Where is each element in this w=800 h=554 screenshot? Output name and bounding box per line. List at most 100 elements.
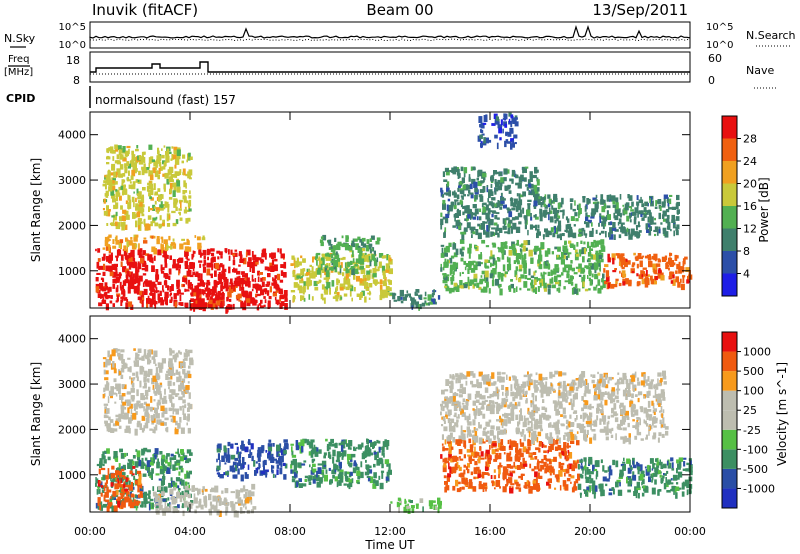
heatmap-cell-power (544, 209, 548, 216)
heatmap-cell-power (207, 281, 211, 286)
heatmap-cell-power (96, 261, 100, 269)
heatmap-cell-velocity (550, 459, 554, 462)
heatmap-cell-power (128, 207, 130, 210)
heatmap-cell-power (127, 301, 133, 307)
heatmap-cell-power (563, 245, 568, 252)
heatmap-cell-velocity (176, 492, 180, 498)
heatmap-cell-velocity (217, 443, 222, 451)
heatmap-cell-power (477, 223, 481, 227)
heatmap-cell-power (512, 140, 514, 146)
heatmap-cell-power (120, 222, 125, 227)
heatmap-cell-velocity (216, 497, 219, 502)
heatmap-cell-velocity (302, 438, 307, 444)
heatmap-cell-power (211, 296, 213, 300)
heatmap-cell-velocity (225, 471, 230, 476)
heatmap-cell-power (527, 277, 531, 280)
heatmap-cell-velocity (156, 503, 160, 506)
heatmap-cell-power (519, 244, 521, 248)
heatmap-cell-power (638, 199, 644, 204)
heatmap-cell-velocity (568, 474, 572, 477)
heatmap-cell-power (163, 145, 166, 148)
heatmap-cell-power (220, 300, 223, 307)
heatmap-cell-power (359, 252, 363, 256)
heatmap-cell-velocity (208, 508, 212, 513)
heatmap-cell-power (130, 304, 134, 310)
heatmap-cell-power (330, 260, 335, 263)
heatmap-cell-power (660, 222, 663, 225)
heatmap-cell-power (280, 301, 285, 306)
heatmap-cell-power (389, 257, 392, 262)
heatmap-cell-power (634, 231, 638, 237)
heatmap-cell-power (156, 155, 161, 163)
heatmap-cell-velocity (350, 459, 353, 462)
heatmap-cell-power (166, 148, 170, 154)
heatmap-cell-power (175, 219, 179, 225)
heatmap-cell-velocity (247, 464, 250, 470)
heatmap-cell-power (172, 238, 175, 242)
heatmap-cell-power (469, 260, 472, 267)
heatmap-cell-velocity (124, 452, 127, 458)
heatmap-cell-power (442, 266, 445, 271)
heatmap-cell-velocity (627, 482, 632, 487)
heatmap-cell-power (169, 171, 172, 175)
heatmap-cell-power (113, 171, 117, 178)
heatmap-cell-power (662, 210, 667, 217)
heatmap-cell-power (507, 184, 511, 188)
heatmap-cell-power (485, 212, 490, 220)
heatmap-cell-velocity (234, 465, 238, 472)
heatmap-cell-power (637, 221, 640, 228)
heatmap-cell-power (115, 196, 119, 202)
heatmap-cell-power (457, 222, 460, 226)
heatmap-cell-velocity (590, 423, 595, 426)
heatmap-cell-power (232, 259, 236, 266)
heatmap-cell-velocity (230, 454, 236, 460)
heatmap-cell-power (519, 209, 522, 215)
heatmap-cell-velocity (419, 498, 424, 503)
heatmap-cell-velocity (141, 457, 144, 462)
heatmap-cell-velocity (527, 420, 530, 426)
heatmap-cell-velocity (611, 377, 614, 380)
heatmap-cell-power (491, 123, 496, 126)
heatmap-cell-velocity (593, 468, 598, 471)
heatmap-cell-velocity (239, 451, 242, 454)
heatmap-cell-velocity (387, 469, 392, 475)
heatmap-cell-velocity (97, 487, 100, 490)
heatmap-cell-velocity (531, 417, 536, 421)
heatmap-cell-power (449, 257, 453, 264)
heatmap-cell-velocity (415, 503, 419, 506)
heatmap-cell-velocity (675, 492, 678, 499)
heatmap-cell-velocity (132, 486, 135, 490)
heatmap-cell-power (506, 256, 509, 263)
colorbar-swatch (722, 251, 737, 274)
heatmap-cell-power (511, 207, 516, 211)
heatmap-cell-velocity (654, 479, 657, 485)
heatmap-cell-power (178, 260, 183, 263)
heatmap-cell-power (333, 259, 338, 266)
heatmap-cell-power (676, 195, 680, 199)
heatmap-cell-power (316, 252, 321, 256)
heatmap-cell-power (424, 291, 427, 297)
heatmap-cell-power (108, 254, 112, 260)
heatmap-cell-velocity (566, 464, 570, 469)
heatmap-cell-power (589, 245, 591, 253)
heatmap-cell-power (263, 296, 266, 299)
heatmap-cell-velocity (605, 428, 609, 436)
heatmap-cell-power (524, 218, 527, 224)
heatmap-cell-velocity (558, 371, 563, 377)
heatmap-cell-velocity (328, 467, 331, 471)
cpid-value: normalsound (fast) 157 (95, 93, 236, 107)
heatmap-cell-velocity (477, 469, 481, 477)
heatmap-cell-velocity (276, 451, 279, 458)
heatmap-cell-velocity (535, 447, 540, 451)
heatmap-cell-power (507, 141, 512, 144)
heatmap-cell-velocity (527, 438, 530, 444)
heatmap-cell-velocity (216, 458, 218, 463)
heatmap-cell-velocity (458, 449, 463, 455)
heatmap-cell-power (418, 295, 421, 298)
heatmap-cell-power (633, 252, 636, 256)
heatmap-cell-velocity (345, 471, 350, 475)
heatmap-cell-power (564, 248, 569, 253)
heatmap-cell-power (533, 214, 537, 218)
heatmap-cell-power (198, 304, 203, 310)
heatmap-cell-velocity (592, 464, 595, 472)
